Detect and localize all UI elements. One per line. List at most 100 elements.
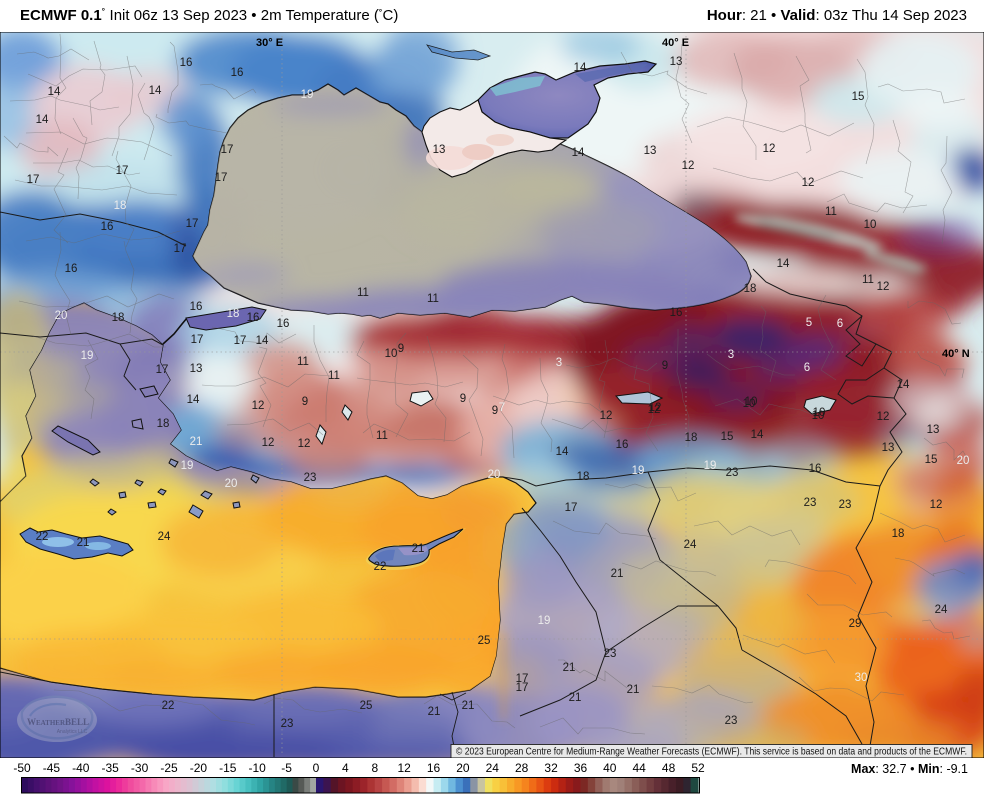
svg-text:14: 14 (48, 86, 61, 98)
svg-text:10: 10 (812, 410, 825, 422)
svg-text:25: 25 (478, 635, 491, 647)
svg-text:18: 18 (157, 418, 170, 430)
svg-text:17: 17 (234, 335, 247, 347)
svg-text:12: 12 (252, 400, 265, 412)
svg-text:10: 10 (745, 396, 758, 408)
svg-text:40° N: 40° N (942, 348, 970, 360)
svg-text:21: 21 (462, 700, 475, 712)
svg-text:17: 17 (186, 218, 199, 230)
svg-text:11: 11 (328, 370, 340, 382)
svg-text:22: 22 (374, 561, 387, 573)
svg-text:12: 12 (930, 499, 943, 511)
svg-text:16: 16 (247, 312, 260, 324)
svg-text:23: 23 (804, 497, 817, 509)
svg-text:16: 16 (101, 221, 114, 233)
svg-text:21: 21 (190, 436, 203, 448)
svg-text:14: 14 (777, 258, 790, 270)
svg-text:9: 9 (460, 393, 466, 405)
svg-text:20: 20 (55, 310, 68, 322)
svg-text:17: 17 (116, 165, 129, 177)
svg-text:24: 24 (935, 604, 948, 616)
svg-text:6: 6 (837, 318, 843, 330)
svg-text:29: 29 (849, 618, 862, 630)
svg-text:14: 14 (574, 62, 587, 74)
svg-text:12: 12 (649, 402, 662, 414)
svg-text:11: 11 (862, 274, 874, 286)
svg-text:9: 9 (302, 396, 308, 408)
svg-text:Analytics LLC: Analytics LLC (57, 729, 88, 735)
svg-text:15: 15 (721, 431, 734, 443)
svg-text:10: 10 (385, 348, 398, 360)
svg-text:16: 16 (809, 463, 822, 475)
svg-text:21: 21 (627, 684, 640, 696)
svg-text:14: 14 (751, 429, 764, 441)
svg-text:17: 17 (516, 682, 529, 694)
svg-text:16: 16 (670, 307, 683, 319)
svg-text:17: 17 (215, 172, 228, 184)
svg-text:14: 14 (556, 446, 569, 458)
svg-text:13: 13 (190, 363, 203, 375)
svg-text:21: 21 (563, 662, 576, 674)
svg-text:WEATHERBELL: WEATHERBELL (27, 717, 89, 727)
svg-text:17: 17 (174, 243, 187, 255)
svg-text:23: 23 (281, 718, 294, 730)
svg-text:18: 18 (685, 432, 698, 444)
svg-text:18: 18 (577, 471, 590, 483)
svg-text:12: 12 (802, 177, 815, 189)
svg-text:23: 23 (725, 715, 738, 727)
svg-text:3: 3 (556, 357, 562, 369)
svg-text:22: 22 (36, 531, 49, 543)
svg-text:3: 3 (728, 349, 734, 361)
svg-text:40° E: 40° E (662, 37, 689, 49)
svg-text:19: 19 (538, 615, 551, 627)
svg-text:24: 24 (158, 531, 171, 543)
svg-text:20: 20 (488, 469, 501, 481)
svg-text:14: 14 (256, 335, 269, 347)
svg-text:22: 22 (162, 700, 175, 712)
svg-text:21: 21 (77, 537, 90, 549)
svg-text:30° E: 30° E (256, 37, 283, 49)
svg-text:14: 14 (572, 147, 585, 159)
svg-text:16: 16 (616, 439, 629, 451)
svg-text:18: 18 (744, 283, 757, 295)
svg-text:23: 23 (604, 648, 617, 660)
svg-text:24: 24 (684, 539, 697, 551)
svg-text:11: 11 (297, 356, 309, 368)
svg-text:9: 9 (662, 360, 668, 372)
svg-text:13: 13 (882, 442, 895, 454)
svg-text:17: 17 (156, 364, 169, 376)
svg-text:15: 15 (925, 454, 938, 466)
svg-text:17: 17 (221, 144, 234, 156)
svg-text:11: 11 (357, 287, 369, 299)
svg-text:13: 13 (433, 144, 446, 156)
svg-text:12: 12 (298, 438, 311, 450)
svg-text:25: 25 (360, 700, 373, 712)
svg-text:19: 19 (181, 460, 194, 472)
svg-text:20: 20 (225, 478, 238, 490)
svg-text:20: 20 (957, 455, 970, 467)
svg-text:14: 14 (897, 379, 910, 391)
svg-text:17: 17 (516, 673, 529, 685)
svg-text:18: 18 (114, 200, 127, 212)
svg-text:11: 11 (376, 430, 388, 442)
svg-text:10: 10 (743, 398, 756, 410)
svg-text:19: 19 (704, 460, 717, 472)
svg-text:10: 10 (813, 407, 826, 419)
svg-text:© 2023 European Centre for Med: © 2023 European Centre for Medium-Range … (456, 747, 967, 758)
svg-text:19: 19 (301, 89, 314, 101)
svg-text:14: 14 (36, 114, 49, 126)
svg-text:17: 17 (191, 334, 204, 346)
svg-text:13: 13 (644, 145, 657, 157)
svg-text:12: 12 (682, 160, 695, 172)
svg-text:18: 18 (892, 528, 905, 540)
svg-text:11: 11 (427, 293, 439, 305)
svg-text:12: 12 (262, 437, 275, 449)
svg-text:12: 12 (877, 281, 890, 293)
svg-text:23: 23 (726, 467, 739, 479)
svg-text:10: 10 (864, 219, 877, 231)
svg-text:13: 13 (670, 56, 683, 68)
svg-text:16: 16 (65, 263, 78, 275)
svg-text:6: 6 (804, 362, 810, 374)
svg-text:16: 16 (231, 67, 244, 79)
svg-text:16: 16 (277, 318, 290, 330)
